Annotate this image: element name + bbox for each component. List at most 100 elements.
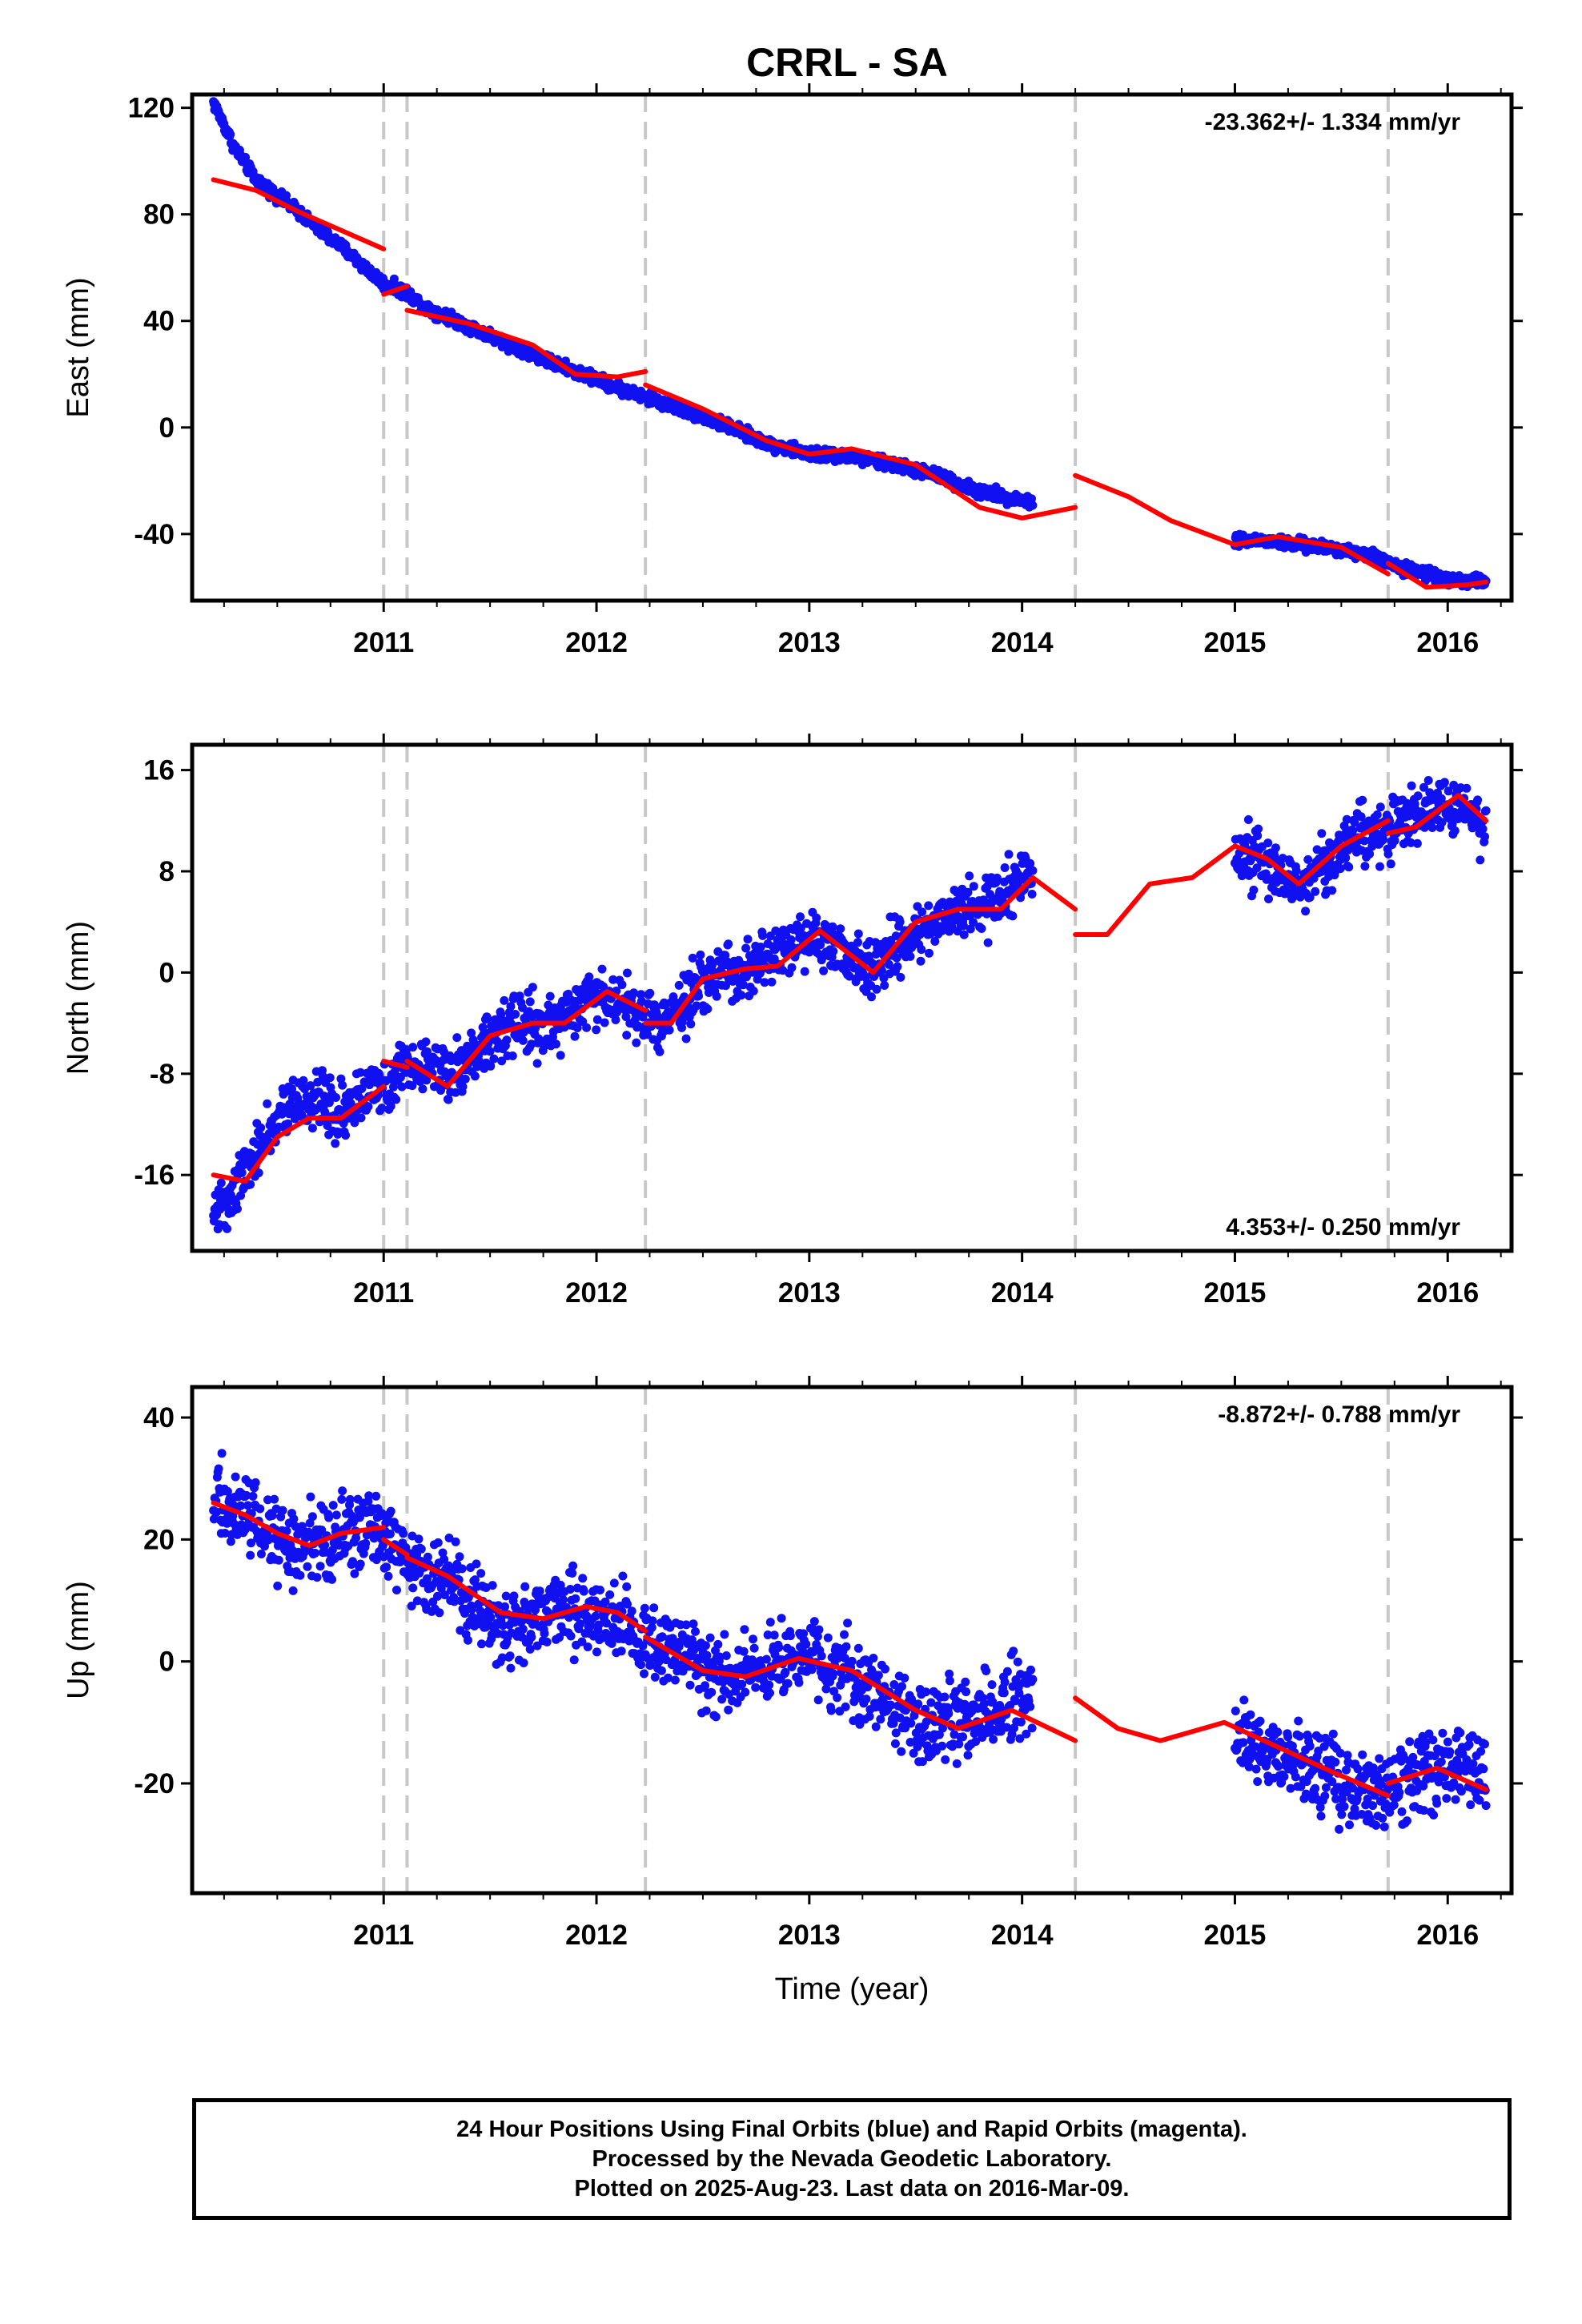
data-point [707, 1687, 717, 1697]
data-point [331, 1093, 340, 1102]
data-point [391, 1095, 401, 1104]
data-point [656, 1666, 666, 1675]
data-point [945, 1676, 954, 1686]
data-point [1358, 795, 1367, 805]
data-point [251, 1478, 260, 1487]
data-point [386, 1101, 396, 1111]
data-point [1013, 1657, 1022, 1667]
data-point [905, 951, 915, 961]
data-point [1026, 858, 1035, 868]
data-point [355, 1068, 365, 1077]
data-point [1423, 776, 1433, 785]
data-point [506, 1002, 516, 1011]
data-point [992, 873, 1002, 883]
data-point [247, 1538, 255, 1548]
data-point [337, 1494, 347, 1504]
data-point [668, 1634, 677, 1643]
data-point [363, 1102, 373, 1112]
data-point [913, 1699, 923, 1709]
data-point [963, 1751, 973, 1760]
data-point [712, 991, 721, 1001]
data-point [267, 1511, 277, 1520]
data-point [377, 1104, 387, 1113]
data-point [841, 1702, 850, 1711]
data-point [889, 1719, 898, 1728]
data-point [640, 1603, 649, 1613]
data-point [1254, 824, 1263, 834]
data-point [618, 1571, 628, 1581]
data-point [627, 1606, 636, 1616]
data-point [592, 1025, 601, 1035]
data-point [826, 1706, 836, 1715]
data-point [488, 1581, 497, 1590]
data-point [433, 1591, 442, 1601]
x-tick-label: 2014 [991, 627, 1054, 658]
data-point [701, 1706, 711, 1715]
data-point [1350, 818, 1359, 827]
data-point [738, 980, 748, 990]
data-point [582, 1023, 592, 1032]
data-point [223, 1224, 232, 1233]
data-point [386, 1506, 396, 1516]
data-point [917, 907, 927, 917]
data-point [947, 922, 957, 931]
data-point [579, 1586, 588, 1596]
data-point [708, 960, 717, 970]
data-point [664, 1673, 673, 1683]
data-point [382, 1562, 391, 1572]
data-point [341, 1131, 351, 1140]
data-point [594, 1620, 604, 1630]
data-point [611, 1015, 620, 1024]
data-point [532, 1641, 542, 1651]
data-point [999, 1688, 1009, 1698]
data-point [980, 898, 990, 907]
data-point [397, 1082, 407, 1092]
data-point [900, 1673, 909, 1683]
data-point [231, 1472, 240, 1482]
data-point [1026, 1702, 1035, 1711]
data-point [982, 1667, 991, 1675]
data-point [414, 1534, 424, 1544]
data-point [823, 1633, 833, 1642]
data-point [681, 1034, 691, 1043]
data-point [518, 1624, 528, 1634]
data-point [711, 1712, 721, 1722]
data-point [477, 1639, 486, 1649]
data-point [1375, 802, 1385, 812]
model-segment [381, 283, 410, 297]
data-point [749, 1634, 757, 1644]
data-point [486, 1061, 496, 1071]
model-segment [404, 308, 648, 380]
data-point [924, 901, 934, 911]
data-point [717, 1695, 727, 1704]
data-point [829, 1669, 838, 1679]
data-point [369, 1534, 379, 1543]
data-point [331, 1139, 340, 1148]
data-point [568, 1561, 578, 1570]
data-point [527, 1039, 536, 1049]
data-point [880, 981, 889, 990]
data-point [576, 1619, 584, 1629]
data-point [1291, 866, 1301, 875]
x-tick-label: 2015 [1204, 1277, 1267, 1309]
data-point [1254, 1727, 1263, 1737]
data-point [535, 1586, 544, 1596]
data-point [971, 1737, 981, 1747]
data-point [528, 983, 537, 992]
data-point [246, 1180, 255, 1189]
data-point [954, 1739, 964, 1749]
data-point [819, 966, 829, 975]
model-segment [643, 875, 1078, 1026]
data-point [520, 1582, 530, 1591]
data-point [433, 1538, 443, 1547]
data-point [1028, 1675, 1038, 1684]
data-point [478, 1023, 488, 1032]
data-point [751, 1683, 761, 1692]
data-point [1311, 887, 1320, 896]
data-point [1462, 783, 1472, 793]
panel-frame [190, 92, 1514, 603]
data-point [876, 1715, 885, 1724]
data-point [909, 1748, 918, 1758]
data-point [508, 1051, 517, 1060]
data-point [1253, 1777, 1263, 1787]
